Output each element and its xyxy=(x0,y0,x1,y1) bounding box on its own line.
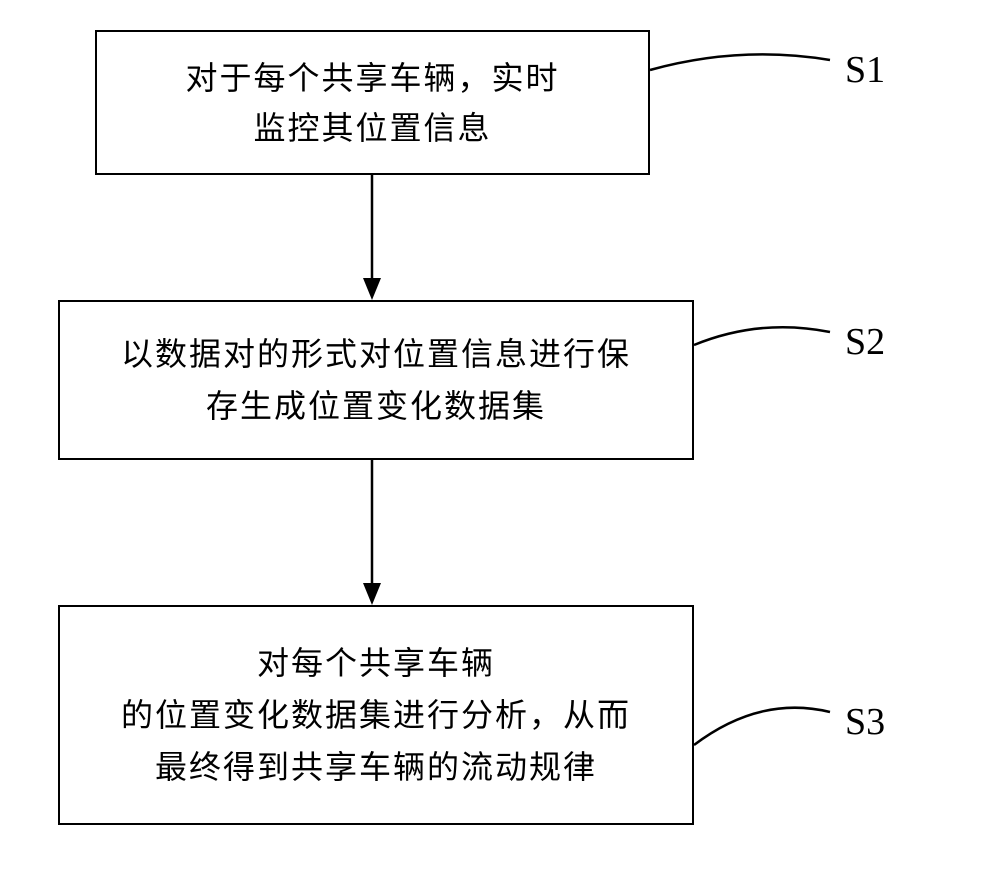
flow-node-s1: 对于每个共享车辆，实时 监控其位置信息 xyxy=(95,30,650,175)
arrow-s2-s3-head xyxy=(363,583,381,605)
leader-s3 xyxy=(694,708,830,745)
flow-label-s3: S3 xyxy=(845,700,885,744)
flow-node-s2: 以数据对的形式对位置信息进行保 存生成位置变化数据集 xyxy=(58,300,694,460)
flow-node-s2-text: 以数据对的形式对位置信息进行保 存生成位置变化数据集 xyxy=(121,328,631,432)
leader-s1 xyxy=(650,54,830,70)
flow-node-s3-text: 对每个共享车辆 的位置变化数据集进行分析，从而 最终得到共享车辆的流动规律 xyxy=(121,637,631,793)
leader-s2 xyxy=(694,327,830,345)
flow-label-s2: S2 xyxy=(845,320,885,364)
flow-node-s3: 对每个共享车辆 的位置变化数据集进行分析，从而 最终得到共享车辆的流动规律 xyxy=(58,605,694,825)
flow-label-s1: S1 xyxy=(845,48,885,92)
flow-node-s1-text: 对于每个共享车辆，实时 监控其位置信息 xyxy=(185,53,559,153)
flowchart-canvas: 对于每个共享车辆，实时 监控其位置信息 S1 以数据对的形式对位置信息进行保 存… xyxy=(0,0,1000,871)
arrow-s1-s2-head xyxy=(363,278,381,300)
